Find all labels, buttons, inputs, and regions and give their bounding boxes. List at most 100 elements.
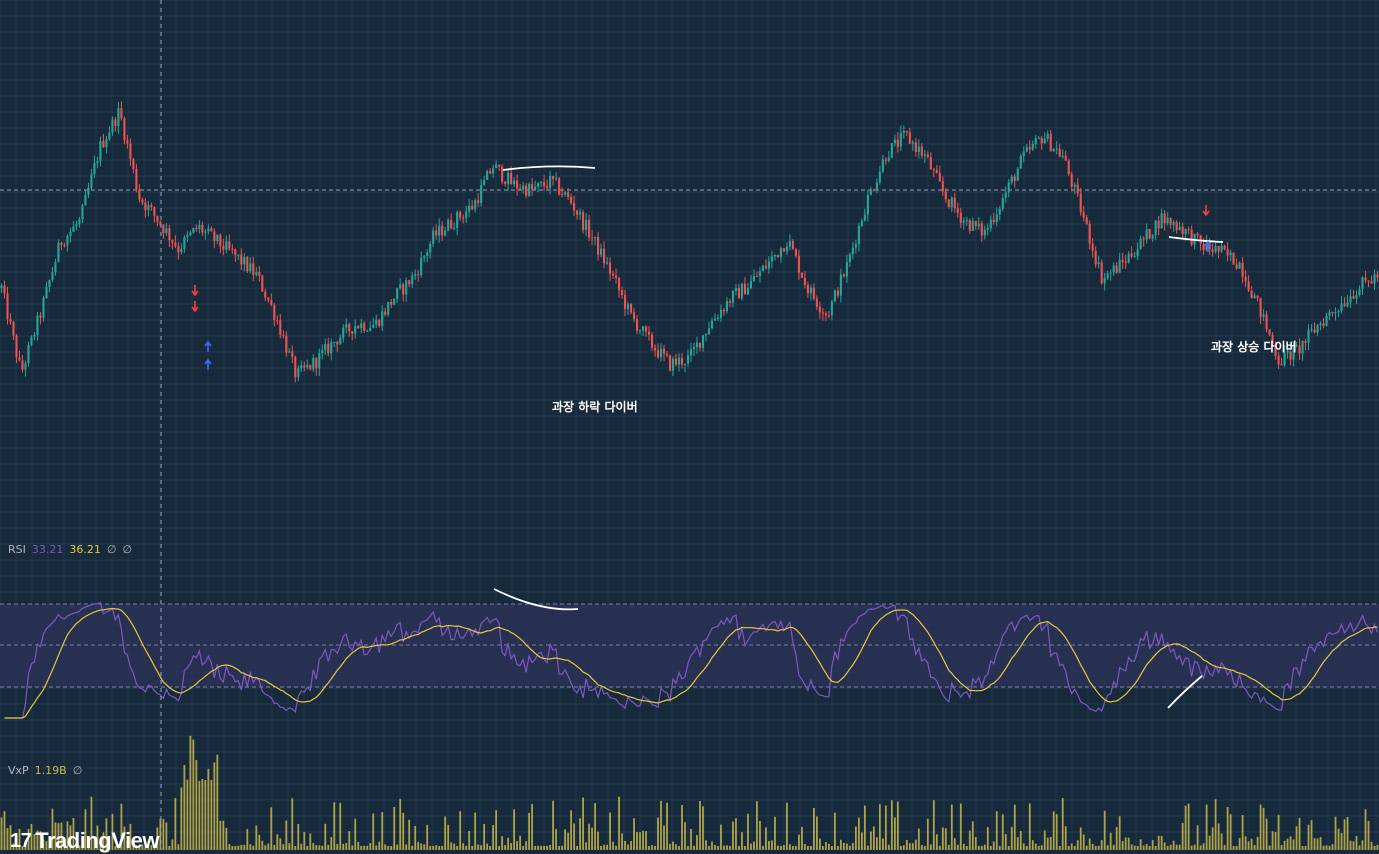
candle-body [1037, 137, 1040, 139]
candle-body [405, 280, 408, 295]
candle-body [974, 220, 977, 227]
volume-bar [558, 845, 560, 850]
candle-body [1331, 312, 1334, 314]
candle-body [779, 248, 782, 258]
candle-body [0, 285, 3, 288]
volume-bar [1184, 805, 1187, 850]
volume-bar [1211, 827, 1214, 850]
candle-body [72, 226, 75, 232]
volume-bar [513, 809, 516, 850]
volume-bar [968, 830, 971, 850]
candle-body [48, 280, 51, 287]
candle-body [767, 261, 770, 269]
candle-body [237, 254, 240, 256]
candle-body [704, 334, 708, 336]
candle-body [782, 248, 785, 252]
volume-bar [1205, 804, 1208, 850]
candle-body [243, 257, 246, 265]
volume-bar [207, 768, 210, 850]
volume-bar [18, 828, 21, 850]
volume-bar [567, 832, 569, 850]
volume-bar [1046, 837, 1049, 850]
volume-bar [1013, 804, 1016, 850]
candle-body [1280, 364, 1283, 366]
volume-bar [24, 845, 27, 850]
volume-bar [1328, 845, 1331, 850]
candle-body [198, 224, 201, 229]
candle-body [192, 228, 195, 233]
candle-body [360, 323, 363, 329]
candle-body [561, 194, 564, 196]
candle-body [884, 159, 887, 161]
candle-body [833, 290, 836, 302]
volume-bar [429, 845, 432, 850]
volume-bar [1100, 840, 1103, 850]
candle-body [1181, 226, 1184, 235]
candle-body [785, 246, 788, 252]
volume-bar [225, 827, 228, 850]
candle-body [686, 355, 690, 364]
volume-bar [90, 796, 93, 850]
candle-body [1325, 315, 1328, 326]
volume-bar [669, 843, 671, 850]
candle-body [1238, 262, 1241, 269]
candle-body [273, 304, 276, 321]
candle-body [827, 315, 830, 317]
volume-bar [1295, 826, 1298, 850]
tradingview-logo[interactable]: 17 TradingView [10, 828, 159, 854]
volume-bar [875, 837, 878, 850]
candle-body [944, 191, 947, 200]
candle-body [1334, 312, 1337, 314]
volume-bar [693, 845, 695, 850]
volume-bar [1322, 845, 1325, 850]
volume-bar [992, 841, 995, 850]
volume-bar [989, 845, 992, 850]
volume-bar [183, 765, 186, 850]
candle-body [908, 132, 911, 144]
volume-bar [105, 818, 108, 850]
candle-body [701, 335, 705, 348]
volume-bar [249, 844, 252, 850]
candle-body [147, 204, 150, 211]
candle-body [1046, 133, 1049, 139]
candle-body [1151, 234, 1154, 239]
volume-bar [216, 754, 219, 850]
candle-body [995, 214, 998, 223]
volume-bar [845, 843, 848, 850]
candle-body [1259, 297, 1262, 317]
candle-body [1283, 352, 1286, 366]
volume-bar [798, 834, 800, 850]
volume-bar [165, 822, 168, 850]
candle-body [396, 288, 399, 299]
volume-bar [1223, 845, 1226, 850]
candle-body [336, 341, 339, 345]
candle-body [447, 219, 450, 231]
candle-body [986, 228, 989, 230]
rsi-legend: RSI 33.21 36.21 ∅ ∅ [8, 543, 132, 556]
candle-body [1265, 314, 1268, 330]
volume-bar [459, 811, 462, 850]
volume-bar [228, 844, 231, 850]
volume-bar [585, 842, 587, 850]
volume-bar [1067, 845, 1070, 850]
candle-body [1337, 310, 1340, 313]
volume-bar [1169, 844, 1172, 850]
volume-bar [201, 778, 204, 850]
candle-body [102, 140, 105, 148]
volume-bar [186, 779, 189, 850]
candle-body [1079, 193, 1082, 213]
candle-body [968, 220, 971, 231]
volume-bar [471, 845, 474, 850]
candle-body [69, 231, 72, 236]
candle-body [1010, 176, 1013, 183]
sell-arrow [191, 301, 199, 313]
candle-body [375, 319, 378, 325]
candle-body [1025, 147, 1028, 152]
volume-bar [243, 844, 246, 850]
candle-body [363, 323, 366, 332]
candle-body [689, 349, 693, 356]
candle-body [369, 327, 372, 331]
volume-bar [1052, 811, 1055, 850]
candle-body [162, 224, 165, 234]
